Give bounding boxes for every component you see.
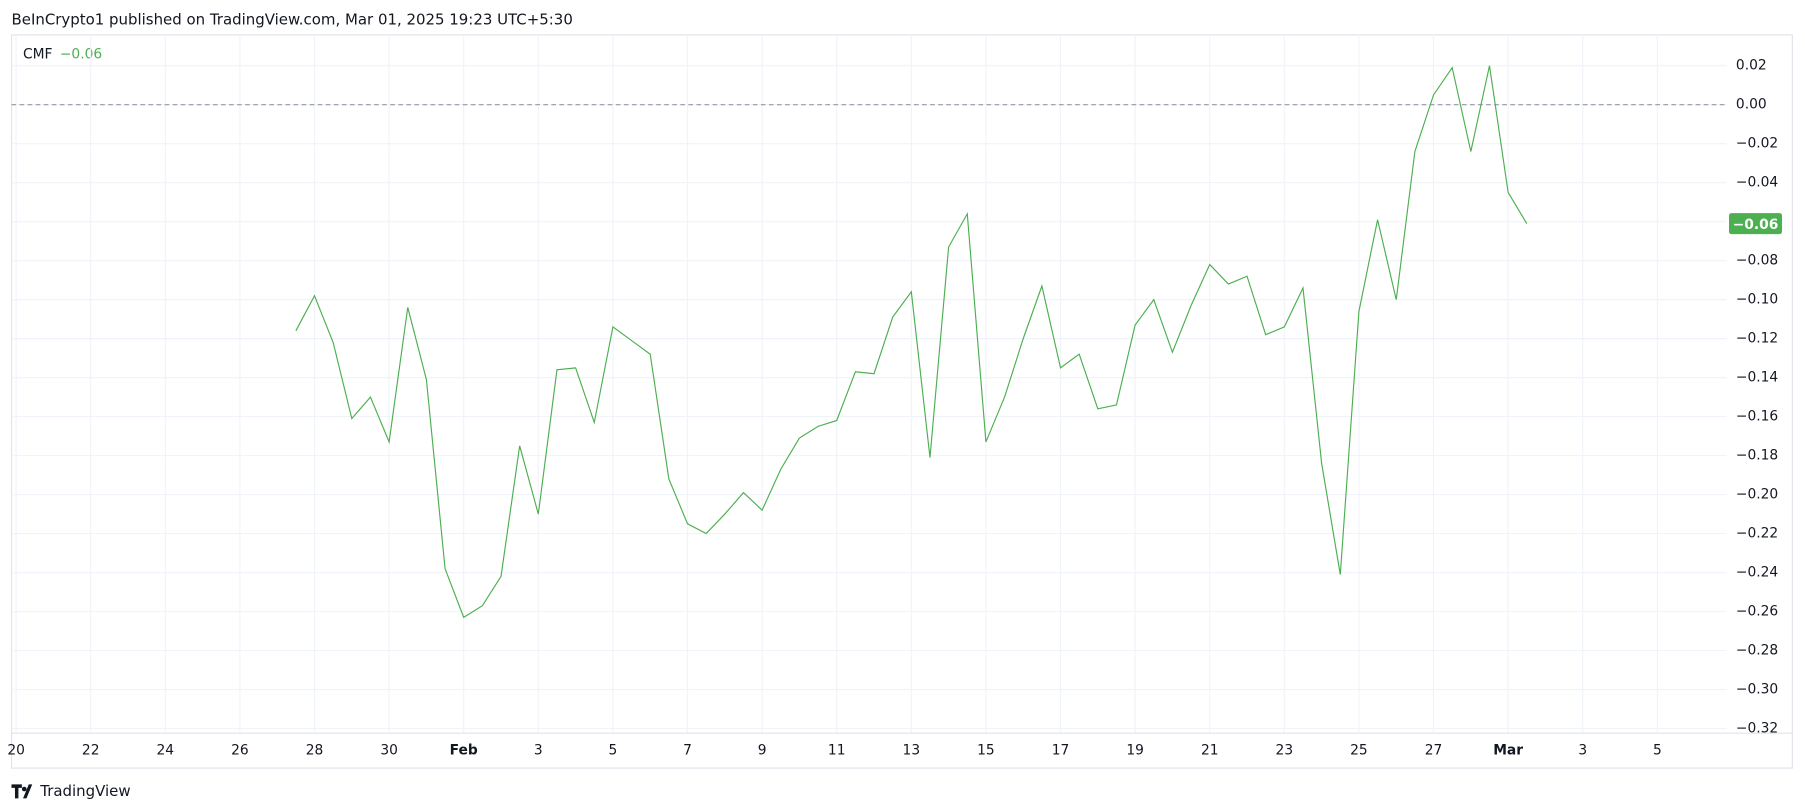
y-tick-label: −0.18: [1736, 448, 1778, 464]
y-tick-label: −0.30: [1736, 681, 1778, 697]
y-tick-label: 0.00: [1736, 97, 1767, 113]
x-tick-label: 28: [306, 743, 324, 759]
x-tick-label: 30: [380, 743, 398, 759]
x-tick-label: 5: [1653, 743, 1662, 759]
x-tick-label: 15: [977, 743, 995, 759]
x-tick-label: 7: [683, 743, 692, 759]
x-tick-label: 25: [1350, 743, 1368, 759]
x-tick-label: 26: [231, 743, 249, 759]
x-tick-label: 11: [828, 743, 846, 759]
x-tick-label: 9: [758, 743, 767, 759]
x-tick-label: 23: [1276, 743, 1294, 759]
x-tick-label: 24: [157, 743, 175, 759]
last-value-label: −0.06: [1733, 217, 1779, 233]
header: BeInCrypto1 published on TradingView.com…: [12, 10, 573, 28]
x-tick-label: 22: [82, 743, 100, 759]
footer-logo: [11, 784, 33, 799]
x-tick-label: 19: [1126, 743, 1144, 759]
indicator-value: −0.06: [60, 47, 102, 63]
y-tick-label: −0.04: [1736, 175, 1778, 191]
x-tick-label: 20: [7, 743, 25, 759]
x-tick-label: 5: [609, 743, 618, 759]
y-tick-label: −0.32: [1736, 720, 1778, 736]
y-tick-label: −0.12: [1736, 331, 1778, 347]
x-tick-label: Feb: [450, 743, 478, 759]
y-tick-label: 0.02: [1736, 58, 1767, 74]
last-value-badge: [1729, 213, 1782, 235]
x-tick-label: 3: [1578, 743, 1587, 759]
y-tick-label: −0.22: [1736, 526, 1778, 542]
x-tick-label: 21: [1201, 743, 1219, 759]
y-tick-label: −0.08: [1736, 253, 1778, 269]
y-tick-label: −0.24: [1736, 565, 1778, 581]
cmf-line: [295, 65, 1528, 619]
x-tick-label: 13: [903, 743, 921, 759]
y-tick-label: −0.28: [1736, 642, 1778, 658]
x-tick-label: 27: [1425, 743, 1443, 759]
indicator-name: CMF: [23, 47, 52, 63]
x-tick-label: 3: [534, 743, 543, 759]
y-tick-label: −0.02: [1736, 136, 1778, 152]
chart-frame: [10, 34, 1793, 769]
x-tick-label: 17: [1052, 743, 1070, 759]
y-tick-label: −0.20: [1736, 487, 1778, 503]
y-tick-label: −0.10: [1736, 292, 1778, 308]
y-tick-label: −0.26: [1736, 603, 1778, 619]
y-tick-label: −0.14: [1736, 370, 1778, 386]
x-tick-label: Mar: [1493, 743, 1523, 759]
footer-brand: TradingView: [39, 782, 130, 800]
y-tick-label: −0.16: [1736, 409, 1778, 425]
